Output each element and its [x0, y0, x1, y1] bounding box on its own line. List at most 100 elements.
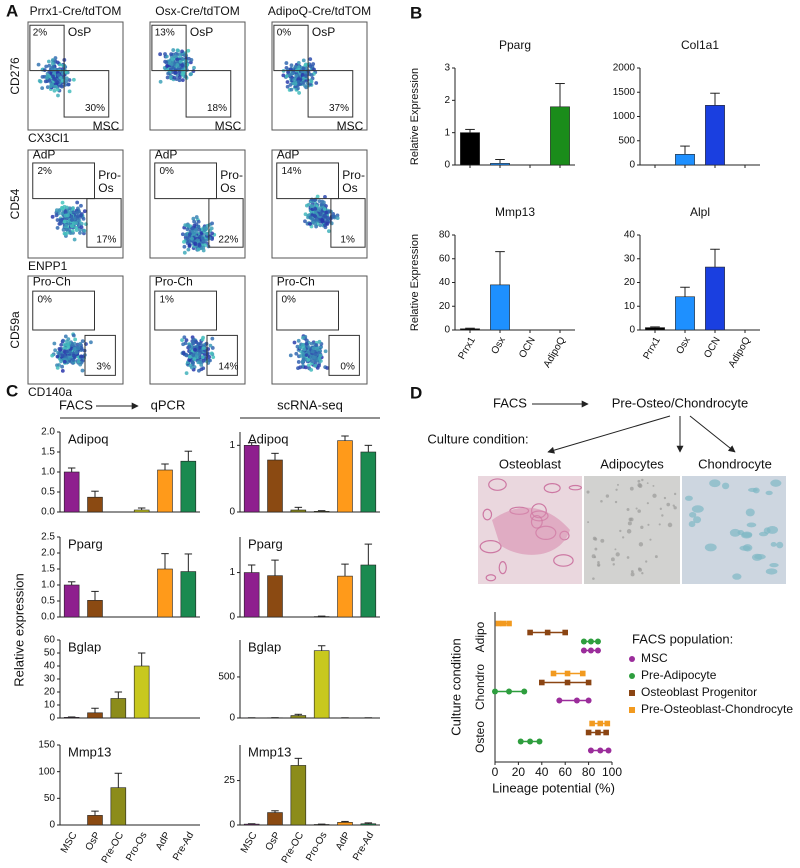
data-point	[550, 670, 557, 677]
gate-label: OsP	[312, 25, 335, 39]
cell	[645, 560, 648, 563]
event-dot	[58, 75, 63, 80]
event-dot	[187, 354, 192, 359]
legend-marker	[629, 673, 635, 679]
event-dot	[166, 71, 171, 76]
event-dot	[72, 237, 77, 242]
event-dot	[202, 228, 207, 232]
event-dot	[321, 200, 326, 205]
gate	[328, 334, 360, 376]
event-dot	[62, 231, 67, 236]
bar	[267, 575, 283, 618]
event-dot	[315, 194, 320, 199]
data-point	[587, 747, 594, 754]
event-dot	[45, 75, 49, 80]
y-tick-label: 1	[444, 127, 450, 138]
cell	[661, 514, 664, 517]
event-dot	[62, 360, 67, 364]
event-dot	[202, 346, 206, 351]
event-dot	[304, 66, 309, 71]
gate	[32, 290, 95, 331]
event-dot	[187, 232, 192, 237]
cell	[770, 479, 782, 487]
event-dot	[169, 75, 173, 80]
event-dot	[175, 63, 180, 67]
event-dot	[51, 64, 56, 69]
cell	[752, 487, 760, 494]
method-label: FACS	[59, 397, 93, 412]
event-dot	[52, 341, 57, 346]
event-dot	[163, 52, 167, 56]
bar	[243, 823, 260, 826]
event-dot	[325, 366, 330, 370]
plot-frame	[149, 21, 246, 131]
event-dot	[50, 214, 55, 219]
column-title: Prrx1-Cre/tdTOM	[30, 4, 122, 18]
event-dot	[284, 61, 289, 65]
cell	[672, 504, 675, 507]
x-tick-label: Pro-Os	[124, 830, 149, 863]
bar	[180, 460, 197, 513]
cell	[637, 482, 642, 488]
gate-label: OsP	[190, 25, 213, 39]
event-dot	[296, 360, 301, 364]
x-tick-label: Prrx1	[641, 335, 663, 362]
cell	[586, 490, 590, 494]
cell	[626, 508, 630, 511]
event-dot	[325, 215, 330, 220]
gate-label: OsP	[68, 25, 91, 39]
data-point	[521, 688, 528, 695]
event-dot	[76, 359, 81, 364]
event-dot	[318, 212, 323, 217]
event-dot	[313, 222, 318, 226]
cell	[630, 572, 635, 577]
event-dot	[180, 63, 185, 68]
x-tick-label: Pre-Ad	[171, 830, 196, 862]
cell	[765, 490, 773, 496]
event-dot	[171, 48, 176, 52]
legend-marker	[629, 690, 635, 696]
event-dot	[314, 343, 319, 348]
gate-label: MSC	[215, 119, 242, 133]
bar	[243, 445, 260, 513]
event-dot	[305, 203, 309, 208]
event-dot	[65, 205, 69, 210]
event-dot	[73, 337, 78, 342]
event-dot	[293, 64, 298, 69]
y-tick-label: 30	[624, 253, 636, 264]
event-dot	[186, 223, 191, 228]
gate	[307, 70, 354, 118]
bar	[337, 575, 353, 618]
event-dot	[180, 78, 185, 82]
gate-label: AdP	[155, 148, 178, 162]
event-dot	[64, 227, 69, 232]
y-tick-label: 40	[44, 661, 56, 672]
event-dot	[58, 218, 63, 223]
y-tick-label: 1.5	[41, 447, 55, 458]
event-dot	[319, 202, 324, 207]
bar	[267, 459, 283, 513]
cell	[647, 523, 650, 526]
chart-title: Bglap	[248, 639, 281, 654]
gate	[151, 24, 187, 72]
event-dot	[301, 80, 306, 85]
y-tick-label: 80	[439, 230, 451, 241]
chart-title: Mmp13	[495, 205, 535, 219]
data-point	[603, 729, 609, 736]
event-dot	[335, 216, 340, 221]
gate-percent: 18%	[207, 103, 227, 114]
event-dot	[297, 91, 302, 95]
gate-label: MSC	[337, 119, 364, 133]
event-dot	[322, 207, 327, 211]
panel-label: A	[6, 1, 18, 20]
event-dot	[208, 343, 213, 348]
bar	[180, 571, 197, 618]
panel-label: D	[410, 383, 422, 402]
gate-percent: 37%	[329, 103, 349, 114]
chart-title: Adipoq	[248, 431, 288, 446]
event-dot	[55, 365, 60, 370]
bar	[290, 765, 307, 826]
y-tick-label: 2000	[613, 63, 636, 74]
event-dot	[309, 79, 314, 84]
event-dot	[65, 231, 70, 235]
